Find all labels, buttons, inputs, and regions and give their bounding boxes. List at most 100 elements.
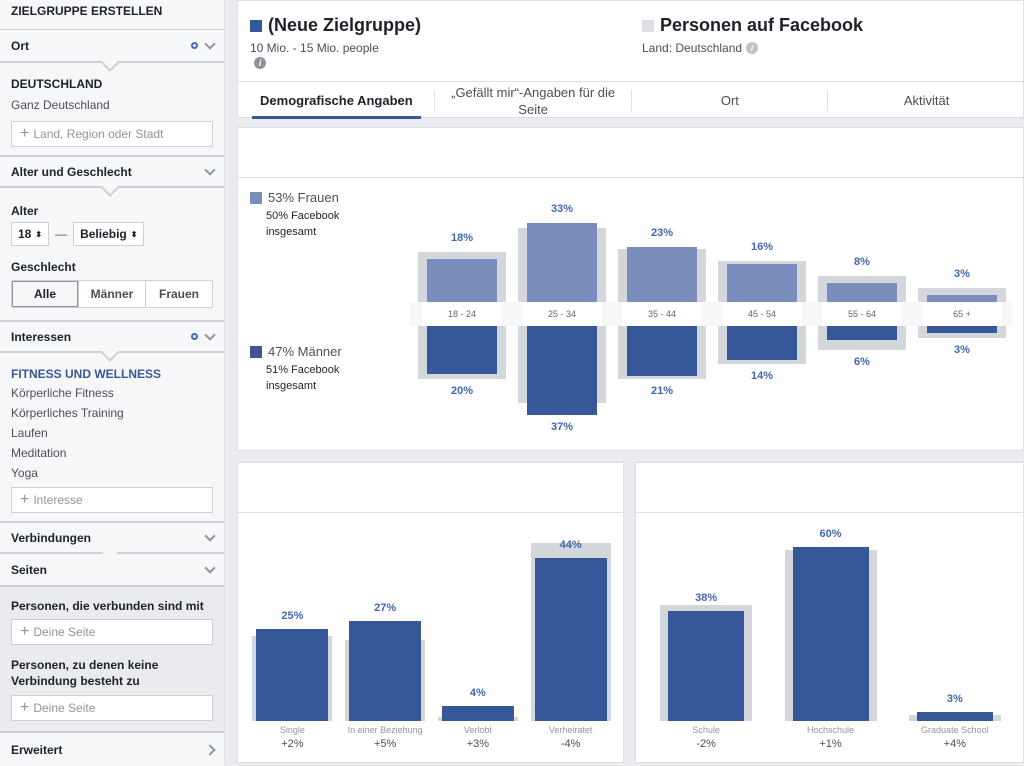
bar-category-label: Hochschule xyxy=(806,725,854,735)
gender-all-button[interactable]: Alle xyxy=(12,281,79,307)
section-age-gender-header[interactable]: Alter und Geschlecht xyxy=(0,155,224,188)
tab-bar: Demografische Angaben „Gefällt mir“-Anga… xyxy=(238,81,1024,119)
location-placeholder: Land, Region oder Stadt xyxy=(33,127,164,141)
age-from-select[interactable]: 18 ⬍ xyxy=(11,222,50,246)
men-pct-label: 20% xyxy=(450,384,474,397)
section-connections-header[interactable]: Verbindungen xyxy=(0,521,224,554)
interest-input[interactable]: + Interesse xyxy=(11,487,213,513)
facebook-name: Personen auf Facebook xyxy=(660,15,864,35)
audience-bar xyxy=(256,628,329,721)
bar-delta-label: +1% xyxy=(819,738,842,750)
interest-item[interactable]: Körperliche Fitness xyxy=(11,386,114,400)
interest-item[interactable]: Körperliches Training xyxy=(11,406,124,420)
info-icon[interactable]: i xyxy=(254,57,266,69)
age-label: Alter xyxy=(11,204,39,218)
education-card: 38% Schule -2% 60% Hochschule +1% 3% Graduate S… xyxy=(635,462,1024,763)
women-legend: 53% Frauen 50% Facebook insgesamt xyxy=(250,190,390,240)
gender-men-button[interactable]: Männer xyxy=(79,281,146,307)
plus-icon: + xyxy=(20,623,30,640)
location-input[interactable]: + Land, Region oder Stadt xyxy=(11,121,213,147)
section-label: Erweitert xyxy=(11,742,63,757)
women-bar xyxy=(927,294,997,302)
country-label: DEUTSCHLAND xyxy=(11,77,103,91)
region-label: Ganz Deutschland xyxy=(11,98,110,112)
age-to-select[interactable]: Beliebig ⬍ xyxy=(73,222,145,246)
tab-page-likes[interactable]: „Gefällt mir“-Angaben für die Seite xyxy=(435,82,632,119)
section-interests-header[interactable]: Interessen xyxy=(0,320,224,353)
bar-category-label: Verlobt xyxy=(463,725,492,735)
age-tick-label: 18 - 24 xyxy=(422,302,502,326)
women-bar xyxy=(627,246,697,302)
section-label: Interessen xyxy=(11,329,72,344)
bar-category-label: In einer Beziehung xyxy=(347,725,423,735)
women-pct-label: 8% xyxy=(854,255,870,268)
men-pct-label: 3% xyxy=(954,344,970,356)
info-icon[interactable]: i xyxy=(746,42,759,54)
men-headline: 47% Männer xyxy=(268,344,342,359)
pages-panel: Personen, die verbunden sind mit + Deine … xyxy=(0,587,224,733)
plus-icon: + xyxy=(20,699,30,716)
men-bar xyxy=(727,326,797,360)
interest-item[interactable]: Laufen xyxy=(11,426,48,440)
section-location-header[interactable]: Ort xyxy=(0,30,224,63)
chevron-down-icon[interactable] xyxy=(204,37,216,50)
women-swatch xyxy=(250,191,262,204)
tab-location[interactable]: Ort xyxy=(632,82,829,119)
interest-item[interactable]: Meditation xyxy=(11,446,67,460)
bar-pct-label: 60% xyxy=(819,528,842,540)
age-to-value: Beliebig xyxy=(80,227,127,241)
bar-pct-label: 44% xyxy=(559,539,582,552)
section-pages-header[interactable]: Seiten xyxy=(0,554,224,587)
audience-bar xyxy=(792,547,869,721)
facebook-location: Land: Deutschland xyxy=(642,41,743,55)
facebook-title: Personen auf Facebook xyxy=(642,15,863,36)
interest-item[interactable]: Yoga xyxy=(11,466,38,480)
men-pct-label: 21% xyxy=(650,384,674,397)
sidebar-title: ZIELGRUPPE ERSTELLEN xyxy=(0,0,224,30)
not-connected-page-input[interactable]: + Deine Seite xyxy=(11,695,213,721)
relationship-chart: 25% Single +2% 27% In einer Beziehung +5% 4% Ve… xyxy=(238,513,625,764)
page-placeholder: Deine Seite xyxy=(33,701,96,715)
tab-demographics[interactable]: Demografische Angaben xyxy=(238,82,435,119)
women-pct-label: 33% xyxy=(550,202,574,215)
age-tick-label: 55 - 64 xyxy=(822,302,902,326)
tab-label: „Gefällt mir“-Angaben für die Seite xyxy=(451,84,616,117)
connected-page-input[interactable]: + Deine Seite xyxy=(11,619,213,645)
section-label: Verbindungen xyxy=(11,530,92,545)
active-filter-dot-icon xyxy=(191,333,198,340)
men-legend: 47% Männer 51% Facebook insgesamt xyxy=(250,344,390,394)
age-from-value: 18 xyxy=(18,227,32,241)
women-bar xyxy=(427,258,497,302)
audience-size: 10 Mio. - 15 Mio. people xyxy=(250,41,379,55)
audience-bar xyxy=(668,610,745,721)
interest-placeholder: Interesse xyxy=(33,493,83,507)
audience-bar xyxy=(534,558,607,721)
women-pct-label: 23% xyxy=(650,226,674,239)
bar-category-label: Single xyxy=(279,725,305,735)
bar-pct-label: 3% xyxy=(946,693,963,706)
men-bar xyxy=(527,326,597,415)
sort-arrows-icon: ⬍ xyxy=(130,229,138,239)
page-placeholder: Deine Seite xyxy=(33,625,96,639)
chevron-down-icon[interactable] xyxy=(204,529,216,542)
tab-activity[interactable]: Aktivität xyxy=(828,82,1024,119)
section-advanced-header[interactable]: Erweitert xyxy=(0,733,224,766)
bar-delta-label: +3% xyxy=(466,738,490,750)
men-bar xyxy=(927,326,997,334)
audience-bar xyxy=(441,706,514,721)
chevron-down-icon[interactable] xyxy=(204,561,216,574)
bar-category-label: Schule xyxy=(692,725,720,735)
age-tick-label: 45 - 54 xyxy=(722,302,802,326)
audience-swatch xyxy=(250,19,262,32)
women-pct-label: 16% xyxy=(750,241,774,254)
gender-label: Geschlecht xyxy=(11,260,76,274)
not-connected-label: Personen, zu denen keine Verbindung best… xyxy=(11,658,159,688)
plus-icon: + xyxy=(20,491,30,508)
age-tick-label: 35 - 44 xyxy=(622,302,702,326)
men-pct-label: 37% xyxy=(550,420,574,433)
card-header xyxy=(238,128,1023,178)
chevron-down-icon[interactable] xyxy=(204,163,216,176)
chevron-down-icon[interactable] xyxy=(204,328,216,341)
gender-women-button[interactable]: Frauen xyxy=(146,281,212,307)
chevron-right-icon[interactable] xyxy=(204,743,216,756)
